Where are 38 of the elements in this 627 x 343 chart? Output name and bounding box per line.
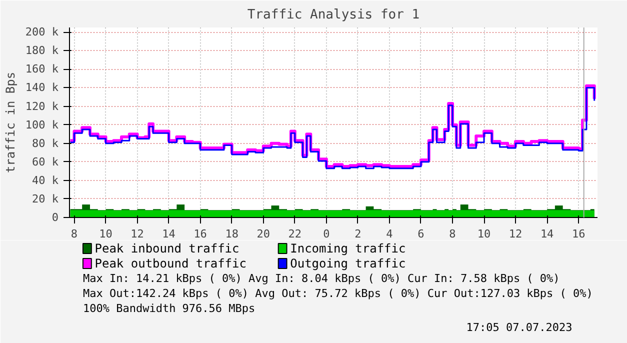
- chart-title: Traffic Analysis for 1: [247, 8, 420, 22]
- text: 17:05 07.07.2023: [466, 321, 572, 334]
- x-tick-label: 16: [194, 228, 207, 240]
- x-tick-label: 0: [323, 228, 330, 240]
- x-tick-label: 10: [477, 228, 491, 240]
- y-tick-label: 40 k: [32, 174, 59, 187]
- x-tick-label: 22: [288, 228, 302, 240]
- y-tick-label: 160 k: [25, 62, 59, 76]
- x-tick-label: 18: [225, 228, 238, 240]
- legend-label: Outgoing traffic: [290, 256, 406, 270]
- legend-label: Incoming traffic: [290, 242, 406, 256]
- text: Max Out:142.24 kBps ( 0%) Avg Out: 75.72 kBps ( 0%) Cur Out:127.03 kBps ( 0%): [82, 287, 593, 300]
- y-tick-label: 120 k: [25, 100, 59, 113]
- x-tick-label: 16: [572, 228, 586, 240]
- x-tick-label: 12: [130, 228, 144, 240]
- text: Max In: 14.21 kBps ( 0%) Avg In: 8.04 kBps ( 0%) Cur In: 7.58 kBps ( 0%): [82, 272, 560, 285]
- y-tick-label: 20 k: [32, 192, 59, 206]
- x-tick-label: 12: [508, 228, 522, 240]
- y-tick-label: 80 k: [32, 136, 59, 150]
- legend-label: Peak inbound traffic: [94, 242, 240, 256]
- x-tick-label: 20: [256, 228, 270, 240]
- text: 100% Bandwidth 976.56 MBps: [82, 302, 256, 315]
- x-tick-label: 14: [162, 228, 176, 240]
- x-tick-label: 6: [418, 228, 424, 240]
- x-tick-label: 14: [540, 228, 554, 240]
- y-axis-title: traffic in Bps: [3, 72, 18, 174]
- x-tick-label: 10: [99, 228, 112, 240]
- x-tick-label: 8: [70, 228, 78, 240]
- legend-label: Peak outbound traffic: [94, 256, 246, 270]
- x-tick-label: 8: [449, 228, 456, 240]
- y-tick-label: 200 k: [25, 26, 59, 39]
- y-tick-label: 60 k: [32, 155, 59, 168]
- x-tick-label: 4: [386, 228, 394, 240]
- y-tick-label: 180 k: [25, 44, 59, 58]
- y-tick-label: 140 k: [25, 81, 59, 94]
- y-tick-label: 0: [52, 211, 58, 224]
- y-tick-label: 100 k: [25, 118, 59, 132]
- x-tick-label: 2: [354, 228, 362, 240]
